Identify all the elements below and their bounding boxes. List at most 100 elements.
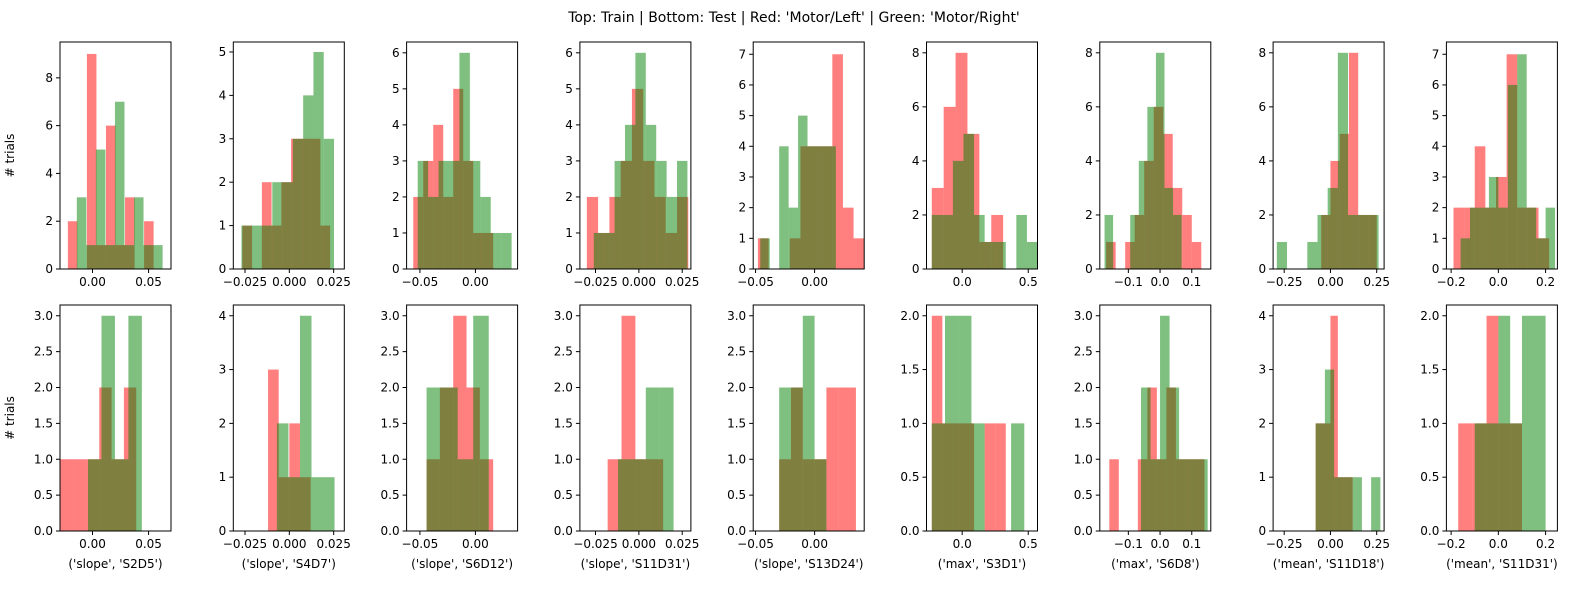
histogram-bar — [677, 160, 688, 269]
y-tick-label: 2 — [565, 190, 573, 204]
y-tick-label: 1.0 — [727, 452, 746, 466]
histogram-bar — [292, 138, 304, 269]
histogram-bar — [1150, 459, 1161, 531]
y-tick-label: 0 — [912, 262, 920, 276]
histogram-bar — [1358, 214, 1369, 269]
histogram-bar — [826, 146, 836, 269]
y-tick-label: 8 — [912, 46, 920, 60]
x-tick-label: 0.1 — [1182, 275, 1201, 289]
histogram-bar — [114, 459, 129, 531]
x-tick-label: 0.5 — [1019, 275, 1038, 289]
histogram-bar — [1317, 214, 1328, 269]
histogram-bar — [1488, 176, 1499, 269]
y-tick-label: 2.0 — [1420, 309, 1439, 323]
histogram-bar — [788, 207, 799, 269]
histogram-bar — [125, 197, 135, 269]
histogram-bar — [114, 101, 125, 269]
histogram-bar — [95, 149, 106, 269]
x-tick-label: −0.025 — [573, 537, 617, 551]
y-tick-label: 1.0 — [554, 452, 573, 466]
histogram-bar — [942, 214, 953, 269]
y-tick-label: 2.0 — [554, 381, 573, 395]
histogram-bar — [105, 245, 115, 269]
y-tick-label: 1.5 — [34, 416, 53, 430]
histogram-bar — [303, 95, 314, 269]
y-tick-label: 1.5 — [900, 363, 919, 377]
y-tick-label: 2 — [1432, 201, 1440, 215]
x-tick-label: 0.00 — [79, 537, 106, 551]
histogram-bar — [1536, 238, 1546, 269]
y-tick-label: 0.5 — [727, 488, 746, 502]
y-tick-label: 0.0 — [900, 524, 919, 538]
axes-frame — [579, 304, 692, 532]
x-tick-label: −0.25 — [1266, 275, 1303, 289]
histogram-bar — [1026, 241, 1038, 269]
histogram-bar — [501, 232, 512, 269]
histogram-bar — [943, 106, 956, 269]
histogram-bar — [659, 387, 674, 531]
x-axis-label: ('max', 'S3D1') — [938, 557, 1026, 571]
axes-frame — [1272, 41, 1385, 270]
x-tick-label: 0.000 — [272, 537, 306, 551]
y-tick-label: 0.0 — [554, 524, 573, 538]
axes-frame — [1272, 304, 1385, 532]
histogram-bar — [1470, 207, 1480, 269]
histogram-bar — [995, 423, 1006, 531]
y-tick-label: 0 — [219, 262, 227, 276]
histogram-bar — [1198, 459, 1208, 531]
histogram-bar — [438, 160, 450, 269]
histogram-bar — [1138, 160, 1148, 269]
x-tick-label: −0.25 — [1266, 537, 1303, 551]
y-tick-label: 2.5 — [554, 345, 573, 359]
y-tick-label: 2.0 — [727, 381, 746, 395]
y-axis-label: # trials — [3, 396, 17, 440]
y-tick-label: 0.0 — [381, 524, 400, 538]
histogram-bar — [645, 387, 660, 531]
histogram-bar — [1324, 369, 1335, 531]
histogram-bar — [449, 160, 460, 269]
histogram-bar — [826, 387, 839, 531]
y-tick-label: 0.5 — [1420, 470, 1439, 484]
histogram-bar — [1169, 387, 1180, 531]
y-tick-label: 2 — [912, 208, 920, 222]
y-tick-label: 7 — [739, 47, 747, 61]
y-tick-label: 2.5 — [727, 345, 746, 359]
histogram-bar — [101, 315, 115, 531]
histogram-bar — [952, 160, 964, 269]
histogram-bar — [1191, 241, 1202, 269]
y-tick-label: 0 — [739, 262, 747, 276]
y-tick-label: 1.5 — [1074, 416, 1093, 430]
y-tick-label: 4 — [392, 118, 400, 132]
y-tick-label: 3 — [739, 170, 747, 184]
histogram-bar — [1125, 241, 1135, 269]
histogram-bar — [153, 245, 163, 269]
y-tick-label: 2 — [1258, 208, 1266, 222]
histogram-bar — [1164, 187, 1174, 269]
x-axis-label: ('slope', 'S6D12') — [411, 557, 513, 571]
histogram-bar — [1498, 315, 1511, 531]
y-tick-label: 2.5 — [34, 345, 53, 359]
histogram-bar — [442, 387, 458, 531]
histogram-bar — [313, 51, 324, 270]
y-tick-label: 2 — [219, 175, 227, 189]
axes-frame — [926, 41, 1038, 270]
x-tick-label: 0.00 — [1317, 275, 1344, 289]
subplot: 0.00 0.05 0 2 4 6 8 # trials — [3, 41, 172, 289]
axes-frame — [59, 304, 172, 532]
subplot: −0.05 0.00 0 1 2 3 4 5 6 — [392, 41, 519, 289]
y-tick-label: 6 — [739, 78, 747, 92]
x-tick-label: 0.00 — [79, 275, 106, 289]
y-tick-label: 2.5 — [381, 345, 400, 359]
histogram-bar — [974, 214, 985, 269]
histogram-bar — [1371, 477, 1381, 531]
x-tick-label: 0.0 — [953, 537, 972, 551]
subplot: −0.1 0.0 0.1 0 2 4 6 8 — [1085, 41, 1212, 289]
histogram-bar — [931, 423, 945, 531]
histogram-bar — [1348, 52, 1359, 269]
suptitle: Top: Train | Bottom: Test | Red: 'Motor/… — [567, 10, 1020, 26]
histogram-bar — [105, 125, 116, 269]
axes-frame — [752, 304, 865, 532]
y-tick-label: 4 — [219, 309, 227, 323]
histogram-bar — [1315, 423, 1325, 531]
